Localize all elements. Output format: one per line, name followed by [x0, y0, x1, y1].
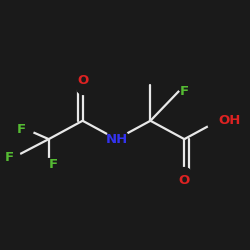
Text: O: O: [77, 74, 88, 87]
Text: F: F: [17, 123, 26, 136]
Text: O: O: [179, 174, 190, 188]
Text: OH: OH: [218, 114, 240, 127]
Text: F: F: [4, 151, 14, 164]
Text: F: F: [180, 86, 189, 98]
Text: NH: NH: [106, 133, 128, 146]
Text: F: F: [49, 158, 58, 171]
